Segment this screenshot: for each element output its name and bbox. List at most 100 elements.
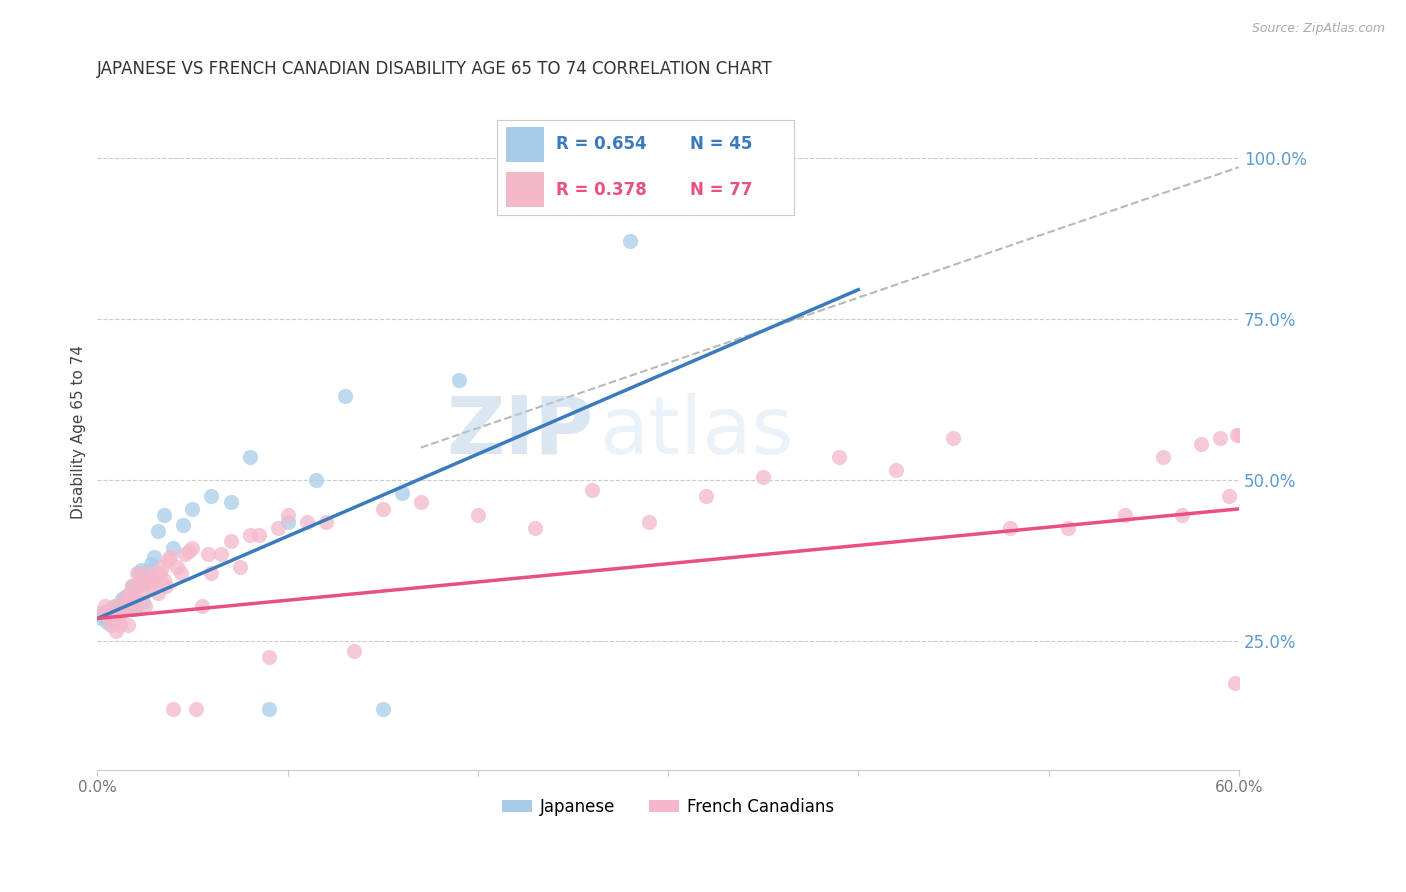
Point <box>122 592 145 607</box>
Point <box>162 702 184 716</box>
Point <box>1226 427 1249 442</box>
Point <box>117 618 139 632</box>
Point <box>581 483 603 497</box>
Point <box>371 702 394 716</box>
Point <box>752 469 775 483</box>
Point <box>105 599 128 613</box>
Point <box>100 618 122 632</box>
Point <box>127 566 149 581</box>
Point <box>1000 521 1022 535</box>
Point <box>124 599 146 613</box>
Point <box>118 585 141 599</box>
Point <box>115 599 138 613</box>
Point <box>181 502 204 516</box>
Point <box>94 599 117 613</box>
Point <box>101 608 124 623</box>
Text: atlas: atlas <box>599 392 794 470</box>
Point <box>1223 676 1246 690</box>
Text: Source: ZipAtlas.com: Source: ZipAtlas.com <box>1251 22 1385 36</box>
Point <box>112 595 135 609</box>
Point <box>1209 431 1232 445</box>
Point <box>166 560 188 574</box>
Point <box>181 541 204 555</box>
Point <box>118 602 141 616</box>
Point <box>103 608 125 623</box>
Point <box>219 534 242 549</box>
Point <box>619 235 641 249</box>
Point <box>315 515 337 529</box>
Point <box>148 524 170 539</box>
Point <box>695 489 717 503</box>
Point <box>155 579 177 593</box>
Point <box>135 566 157 581</box>
Point <box>139 557 162 571</box>
Point <box>148 585 170 599</box>
Point <box>343 644 366 658</box>
Point <box>132 595 155 609</box>
Point <box>108 618 131 632</box>
Point <box>121 579 143 593</box>
Point <box>115 589 138 603</box>
Point <box>111 605 134 619</box>
Point <box>172 518 194 533</box>
Text: ZIP: ZIP <box>447 392 593 470</box>
Point <box>134 573 156 587</box>
Point <box>371 502 394 516</box>
Point <box>121 579 143 593</box>
Point <box>305 473 328 487</box>
Point <box>128 579 150 593</box>
Point <box>238 527 260 541</box>
Point <box>170 566 193 581</box>
Point <box>128 566 150 581</box>
Point <box>200 489 222 503</box>
Point <box>153 508 176 523</box>
Point <box>153 573 176 587</box>
Point <box>127 579 149 593</box>
Point <box>162 541 184 555</box>
Point <box>467 508 489 523</box>
Point <box>200 566 222 581</box>
Point <box>145 566 167 581</box>
Point <box>523 521 546 535</box>
Point <box>117 599 139 613</box>
Point <box>257 702 280 716</box>
Point <box>1056 521 1078 535</box>
Point <box>107 611 129 625</box>
Point <box>101 605 124 619</box>
Point <box>295 515 318 529</box>
Point <box>138 563 160 577</box>
Point <box>132 585 155 599</box>
Point <box>122 592 145 607</box>
Point <box>129 563 152 577</box>
Point <box>135 576 157 591</box>
Point <box>90 605 112 619</box>
Point <box>97 611 120 625</box>
Point <box>108 602 131 616</box>
Point <box>277 515 299 529</box>
Point <box>90 611 112 625</box>
Point <box>638 515 661 529</box>
Point <box>159 550 181 565</box>
Point <box>333 389 356 403</box>
Point <box>150 560 173 574</box>
Point <box>139 579 162 593</box>
Point <box>107 605 129 619</box>
Point <box>156 553 179 567</box>
Point <box>1170 508 1192 523</box>
Point <box>219 495 242 509</box>
Point <box>124 602 146 616</box>
Point <box>94 605 117 619</box>
Point <box>409 495 432 509</box>
Point <box>1114 508 1136 523</box>
Point <box>134 599 156 613</box>
Point <box>105 624 128 639</box>
Point <box>1152 450 1174 465</box>
Point <box>209 547 232 561</box>
Point <box>1189 437 1212 451</box>
Text: JAPANESE VS FRENCH CANADIAN DISABILITY AGE 65 TO 74 CORRELATION CHART: JAPANESE VS FRENCH CANADIAN DISABILITY A… <box>97 60 773 78</box>
Point <box>91 608 114 623</box>
Point <box>447 373 470 387</box>
Legend: Japanese, French Canadians: Japanese, French Canadians <box>495 791 841 822</box>
Point <box>714 147 737 161</box>
Point <box>238 450 260 465</box>
